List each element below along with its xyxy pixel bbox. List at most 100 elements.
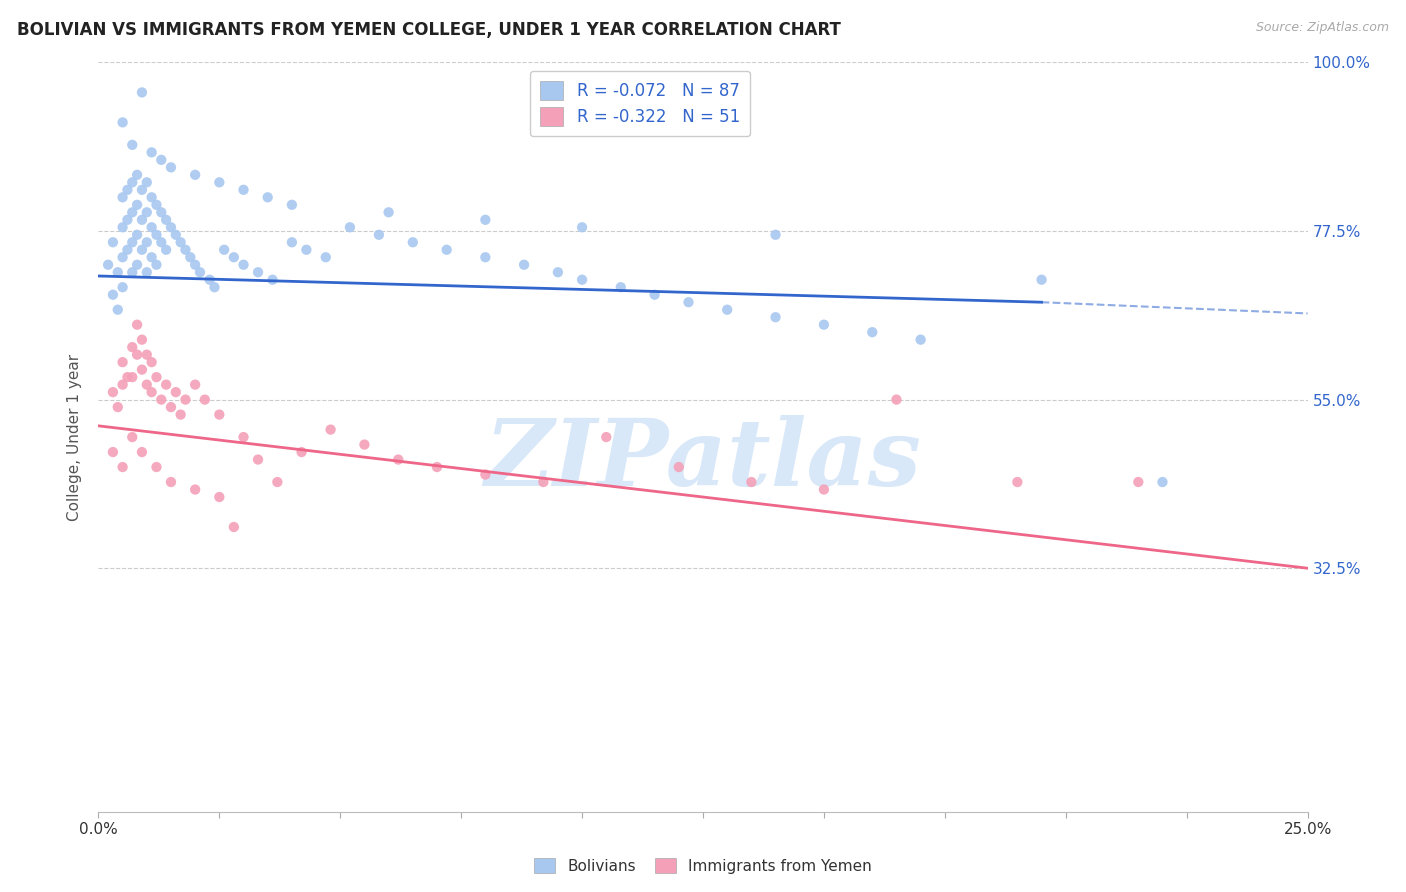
Point (595, 430, 617, 444)
Point (111, 115, 134, 129)
Point (111, 355, 134, 369)
Point (547, 265, 569, 279)
Point (121, 340, 143, 354)
Point (1128, 475, 1150, 489)
Point (107, 400, 129, 414)
Point (531, 475, 554, 489)
Point (141, 145, 163, 160)
Point (135, 175, 157, 189)
Point (135, 235, 157, 250)
Point (353, 437, 375, 451)
Point (111, 377, 134, 392)
Point (135, 265, 157, 279)
Point (160, 475, 183, 489)
Point (111, 460, 134, 475)
Point (368, 227, 391, 242)
Point (281, 198, 304, 212)
Point (295, 243, 318, 257)
Point (117, 243, 139, 257)
Point (436, 243, 458, 257)
Point (1007, 475, 1029, 489)
Point (208, 408, 231, 422)
Point (198, 273, 221, 287)
Point (111, 190, 134, 204)
Legend: R = -0.072   N = 87, R = -0.322   N = 51: R = -0.072 N = 87, R = -0.322 N = 51 (530, 70, 749, 136)
Point (131, 212, 153, 227)
Point (188, 265, 211, 279)
Point (131, 243, 153, 257)
Point (212, 243, 235, 257)
Point (135, 205, 157, 219)
Point (101, 445, 124, 459)
Point (131, 333, 153, 347)
Point (290, 445, 312, 459)
Point (571, 220, 593, 235)
Point (121, 265, 143, 279)
Point (184, 377, 207, 392)
Point (155, 212, 177, 227)
Point (813, 318, 835, 332)
Point (150, 235, 173, 250)
Point (101, 235, 124, 250)
Point (232, 183, 254, 197)
Point (184, 168, 207, 182)
Point (141, 190, 163, 204)
Point (160, 400, 183, 414)
Point (402, 235, 425, 250)
Point (121, 175, 143, 189)
Point (474, 212, 496, 227)
Point (174, 392, 197, 407)
Point (101, 287, 124, 301)
Point (135, 348, 157, 362)
Point (117, 183, 139, 197)
Point (179, 250, 201, 264)
Point (165, 227, 187, 242)
Point (262, 273, 284, 287)
Point (160, 161, 183, 175)
Point (145, 460, 167, 475)
Point (571, 273, 593, 287)
Point (184, 483, 207, 497)
Text: ZIPatlas: ZIPatlas (485, 415, 921, 505)
Point (131, 86, 153, 100)
Point (117, 370, 139, 384)
Point (184, 258, 207, 272)
Point (131, 183, 153, 197)
Point (910, 333, 932, 347)
Point (155, 243, 177, 257)
Point (169, 235, 191, 250)
Point (474, 467, 496, 482)
Point (121, 137, 143, 152)
Point (281, 235, 304, 250)
Point (765, 227, 787, 242)
Point (232, 430, 254, 444)
Point (141, 220, 163, 235)
Point (319, 423, 342, 437)
Point (765, 310, 787, 325)
Point (377, 205, 399, 219)
Point (232, 258, 254, 272)
Point (222, 250, 245, 264)
Text: Source: ZipAtlas.com: Source: ZipAtlas.com (1256, 21, 1389, 34)
Point (387, 452, 409, 467)
Point (107, 265, 129, 279)
Point (668, 460, 690, 475)
Y-axis label: College, Under 1 year: College, Under 1 year (67, 353, 83, 521)
Point (513, 258, 536, 272)
Point (150, 205, 173, 219)
Point (141, 355, 163, 369)
Point (97, 258, 120, 272)
Point (204, 280, 226, 294)
Point (610, 280, 633, 294)
Point (644, 287, 666, 301)
Point (111, 220, 134, 235)
Point (121, 235, 143, 250)
Point (121, 430, 143, 444)
Point (247, 265, 270, 279)
Point (426, 460, 449, 475)
Point (208, 490, 231, 504)
Point (101, 385, 124, 400)
Point (145, 198, 167, 212)
Point (127, 348, 149, 362)
Point (135, 377, 157, 392)
